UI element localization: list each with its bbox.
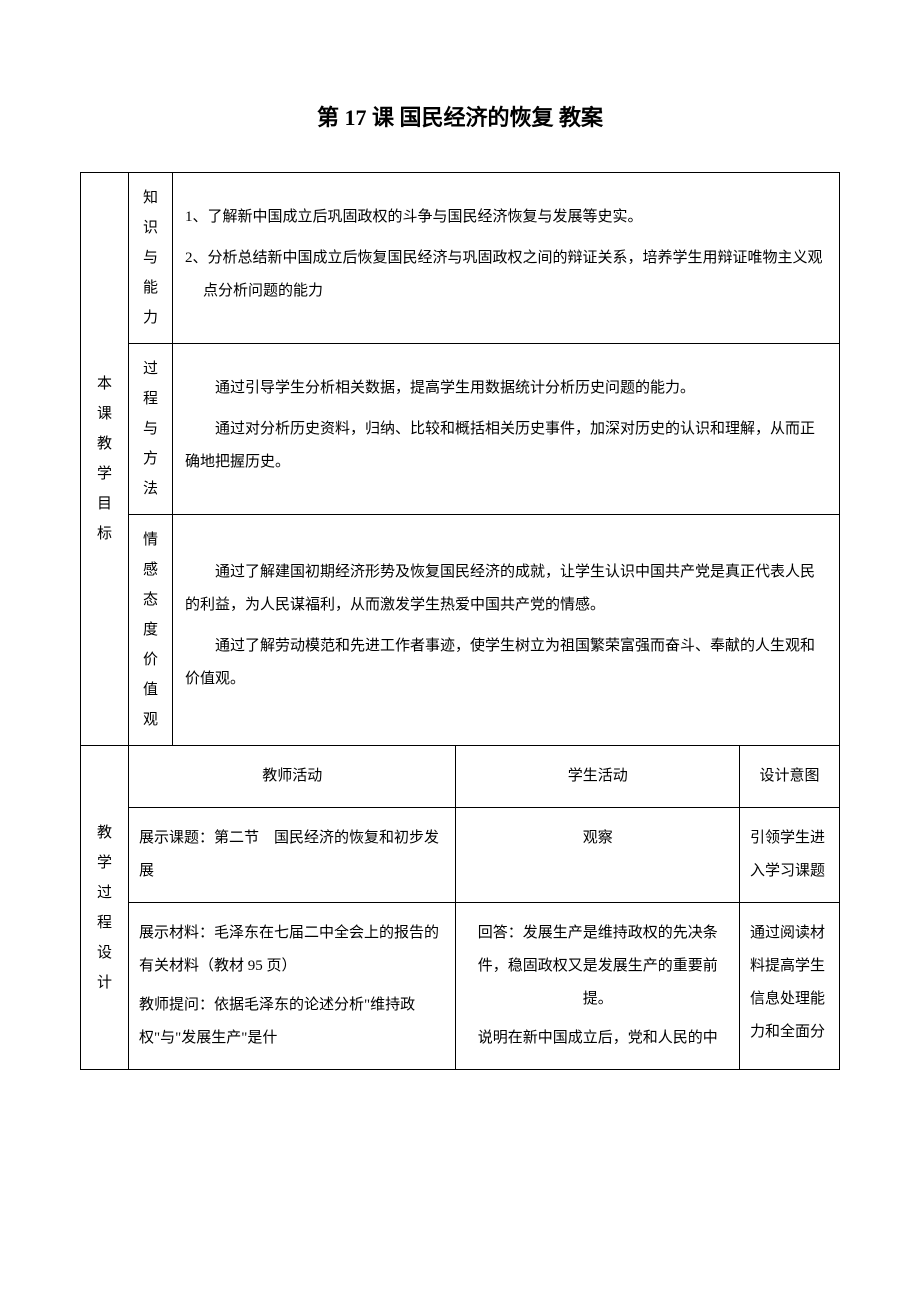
proc-row-1-design: 通过阅读材料提高学生信息处理能力和全面分 bbox=[739, 903, 839, 1070]
obj-section-0-label: 知识与能力 bbox=[129, 173, 173, 344]
proc-row-0-teacher: 展示课题：第二节 国民经济的恢复和初步发展 bbox=[129, 808, 456, 903]
obj-section-0-content: 1、了解新中国成立后巩固政权的斗争与国民经济恢复与发展等史实。 2、分析总结新中… bbox=[173, 173, 840, 344]
col-header-teacher: 教师活动 bbox=[129, 746, 456, 808]
obj-section-1-label: 过程与方法 bbox=[129, 344, 173, 515]
page-title: 第 17 课 国民经济的恢复 教案 bbox=[80, 100, 840, 132]
proc-row-1-teacher: 展示材料：毛泽东在七届二中全会上的报告的有关材料（教材 95 页） 教师提问：依… bbox=[129, 903, 456, 1070]
process-label: 教学过程设计 bbox=[81, 746, 129, 1070]
proc-row-0-design: 引领学生进入学习课题 bbox=[739, 808, 839, 903]
lesson-plan-table: 本课教学目标 知识与能力 1、了解新中国成立后巩固政权的斗争与国民经济恢复与发展… bbox=[80, 172, 840, 1070]
obj-section-2-label: 情感态度价值观 bbox=[129, 515, 173, 746]
obj-section-2-content: 通过了解建国初期经济形势及恢复国民经济的成就，让学生认识中国共产党是真正代表人民… bbox=[173, 515, 840, 746]
proc-row-0-student: 观察 bbox=[456, 808, 739, 903]
objectives-label: 本课教学目标 bbox=[81, 173, 129, 746]
col-header-design: 设计意图 bbox=[739, 746, 839, 808]
proc-row-1-student: 回答：发展生产是维持政权的先决条件，稳固政权又是发展生产的重要前提。 说明在新中… bbox=[456, 903, 739, 1070]
obj-section-1-content: 通过引导学生分析相关数据，提高学生用数据统计分析历史问题的能力。 通过对分析历史… bbox=[173, 344, 840, 515]
col-header-student: 学生活动 bbox=[456, 746, 739, 808]
